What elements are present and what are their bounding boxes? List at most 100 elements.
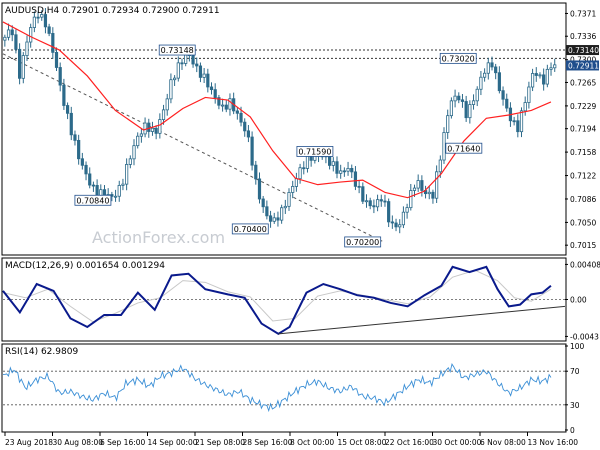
candle-body [206,73,210,88]
rsi-tick-label: 0 [570,426,575,435]
candle-body [29,27,33,43]
price-tick-label: 0.7229 [570,102,596,111]
price-title: AUDUSD,H4 0.72901 0.72934 0.72900 0.7291… [5,6,220,16]
candle-body [6,29,11,38]
price-label-box [445,142,483,154]
candle-body [276,217,280,221]
price-label: 0.71590 [298,148,331,157]
rsi-tick-label: 70 [570,367,580,376]
candle-body [91,184,96,187]
candle-body [302,167,306,170]
candle-body [184,54,188,64]
rsi-panel-frame [1,343,567,433]
moving-average-line [2,21,552,199]
price-panel: 0.73148 0.73020 0.71590 0.71640 0.70840 0.704… [2,8,565,248]
price-tick-label: 0.7265 [570,78,596,87]
candle-body [3,36,7,41]
rsi-panel [2,362,565,413]
guide-price-box [566,45,599,56]
candle-body [58,67,62,86]
candle-body [446,115,450,133]
guide-price-label: 0.73140 [568,46,599,55]
candle-body [364,200,369,203]
price-label: 0.73148 [161,46,194,55]
candle-body [549,67,553,70]
candle-body [154,127,158,134]
x-tick-label: 28 Sep 16:00 [243,438,293,447]
candle-body [21,55,25,79]
candle-body [527,86,531,103]
candle-body [375,199,380,208]
price-label-box [344,236,382,248]
x-tick-label: 23 Aug 2018 [5,438,53,447]
macd-tick-label: -0.0043 [570,332,599,341]
candle-body [339,170,343,174]
price-label-box [231,223,269,235]
price-label-box [439,52,477,64]
price-label: 0.70200 [346,238,379,247]
candle-body [398,224,402,228]
price-tick-label: 0.7015 [570,241,596,250]
candle-body [77,139,81,160]
candle-body [36,16,40,19]
candle-body [246,130,251,138]
candle-body [176,62,180,79]
x-tick-label: 30 Oct 00:00 [433,438,482,447]
candle-body [136,135,140,147]
candle-body [416,180,420,189]
candle-body [471,100,476,105]
candle-body [117,185,121,197]
price-label-box [158,44,196,56]
candle-body [342,170,346,173]
candle-body [180,62,184,65]
candle-body [191,54,195,65]
candle-body [62,84,66,106]
x-tick-label: 6 Sep 16:00 [100,438,146,447]
candle-body [257,178,262,200]
candle-body [512,120,516,123]
price-tick-label: 0.7336 [570,32,596,41]
candle-body [542,74,546,85]
candle-body [379,199,383,202]
candle-body [65,105,70,114]
candle-body [220,104,225,107]
price-label: 0.71640 [447,144,480,153]
candle-body [490,62,494,68]
price-label: 0.70840 [76,196,109,205]
price-tick-label: 0.7050 [570,218,596,227]
candle-body [350,168,354,173]
candle-body [47,26,51,34]
candle-body [88,173,92,186]
candle-body [401,211,406,226]
candle-body [254,164,258,180]
candle-body [209,86,214,91]
candle-body [294,178,298,187]
candle-body [501,90,505,100]
candle-body [283,205,287,209]
candle-body [18,48,22,79]
candle-body [475,88,479,102]
candle-body [147,122,151,132]
x-tick-label: 21 Sep 08:00 [195,438,245,447]
candle-body [54,51,59,68]
candle-body [453,95,457,102]
candle-body [287,192,291,207]
candle-body [43,14,48,28]
candle-body [132,145,136,160]
candle-body [173,77,177,81]
candle-body [51,33,55,53]
candle-body [217,97,221,106]
candle-body [198,65,203,78]
candle-body [32,16,36,28]
candle-body [457,95,461,101]
candle-body [195,63,199,67]
current-price-box [566,60,599,71]
watermark: ActionForex.com [92,228,225,247]
candle-body [494,66,498,74]
macd-title: MACD(12,26,9) 0.001654 0.001294 [5,261,165,271]
candle-body [213,89,217,98]
price-tick-label: 0.7300 [570,56,596,65]
price-tick-label: 0.7158 [570,148,596,157]
candle-body [228,98,232,110]
x-tick-label: 22 Oct 16:00 [385,438,434,447]
